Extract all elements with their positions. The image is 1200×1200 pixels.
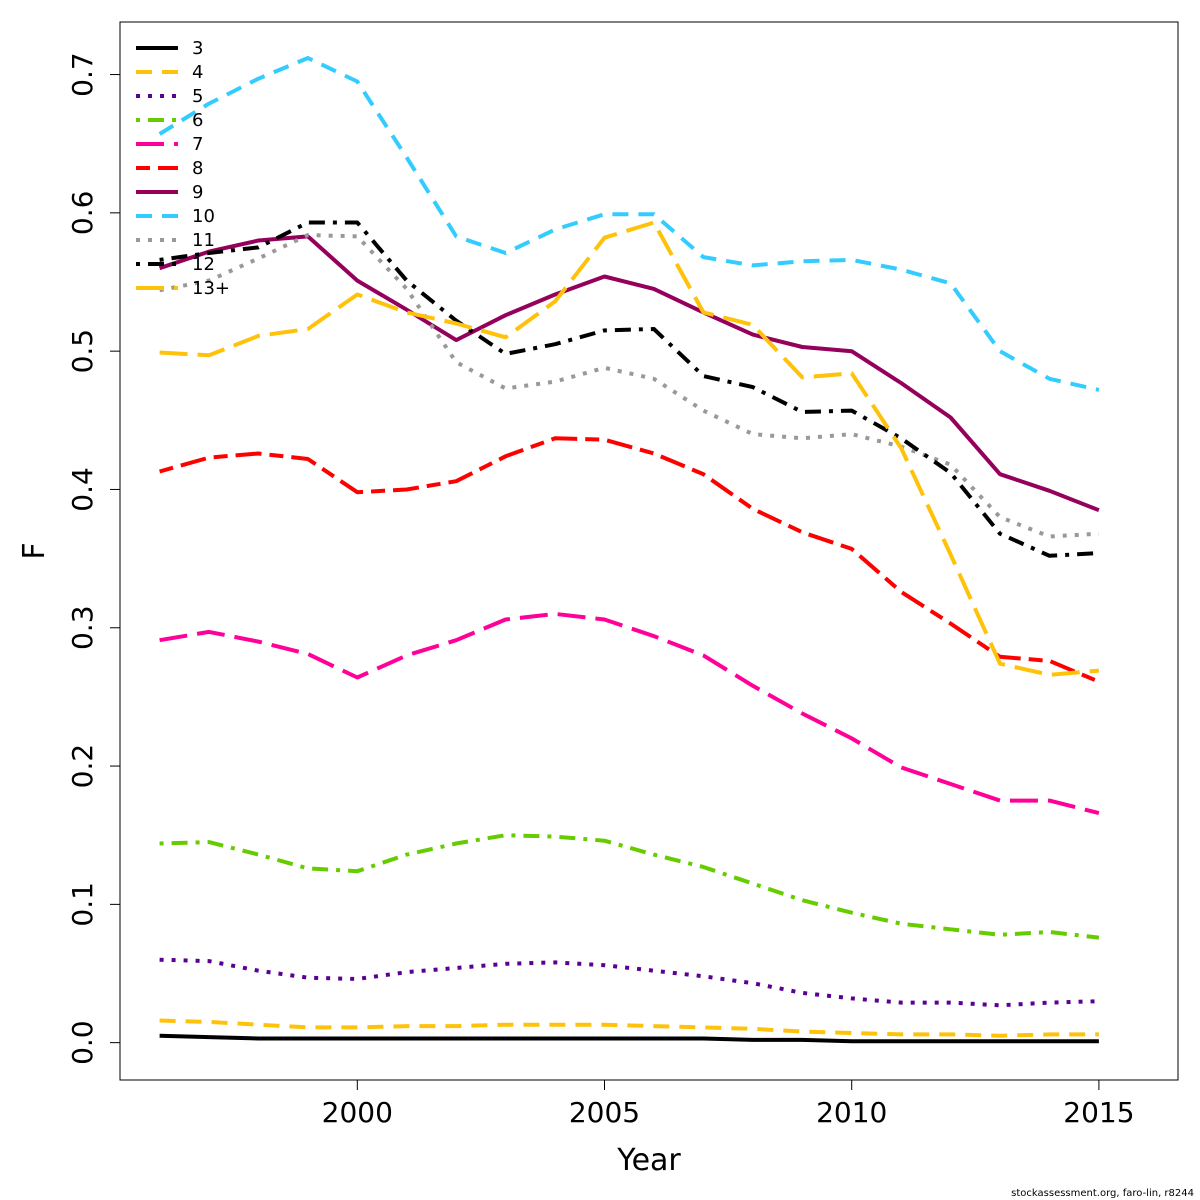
y-tick-label: 0.6 <box>66 191 99 236</box>
legend-label: 4 <box>192 62 203 83</box>
series-line-10 <box>158 56 1100 392</box>
y-tick-label: 0.2 <box>66 744 99 789</box>
x-tick-label: 2010 <box>816 1096 887 1129</box>
legend-label: 7 <box>192 134 203 155</box>
legend-label: 8 <box>192 158 203 179</box>
legend-label: 5 <box>192 86 203 107</box>
legend-label: 11 <box>192 230 215 251</box>
x-tick-label: 2015 <box>1063 1096 1134 1129</box>
legend-label: 3 <box>192 38 203 59</box>
legend-label: 10 <box>192 206 215 227</box>
y-tick-label: 0.5 <box>66 329 99 374</box>
credit-text: stockassessment.org, faro-lin, r8244 <box>1011 1188 1194 1199</box>
legend: 3 4 5 6 7 8 9 10 11 12 13+ <box>136 38 230 299</box>
legend-label: 9 <box>192 182 203 203</box>
series-line-11 <box>159 233 1100 539</box>
x-axis: 2000 2005 2010 2015 <box>322 1079 1135 1129</box>
y-tick-label: 0.4 <box>66 467 99 512</box>
x-tick-label: 2005 <box>569 1096 640 1129</box>
series-line-5 <box>159 957 1099 1008</box>
x-axis-title: Year <box>616 1143 681 1178</box>
series-line-4 <box>159 1018 1099 1038</box>
y-tick-label: 0.1 <box>66 882 99 927</box>
legend-label: 6 <box>192 110 203 131</box>
y-tick-label: 0.7 <box>66 52 99 97</box>
series-line-6 <box>159 833 1100 940</box>
y-tick-label: 0.3 <box>66 605 99 650</box>
y-axis: 0.0 0.1 0.2 0.3 0.4 0.5 0.6 0.7 <box>66 52 121 1065</box>
series-line-9 <box>158 234 1100 513</box>
legend-label: 13+ <box>192 278 230 299</box>
y-axis-title: F <box>17 542 52 559</box>
series-layer <box>158 56 1100 1044</box>
series-line-7 <box>159 611 1100 816</box>
series-line-12 <box>159 220 1100 558</box>
series-line-3 <box>159 1033 1099 1044</box>
series-line-8 <box>159 436 1100 684</box>
series-line-13plus <box>159 220 1100 677</box>
legend-label: 12 <box>192 254 215 275</box>
plot-frame <box>119 21 1179 1081</box>
x-tick-label: 2000 <box>322 1096 393 1129</box>
y-tick-label: 0.0 <box>66 1020 99 1065</box>
